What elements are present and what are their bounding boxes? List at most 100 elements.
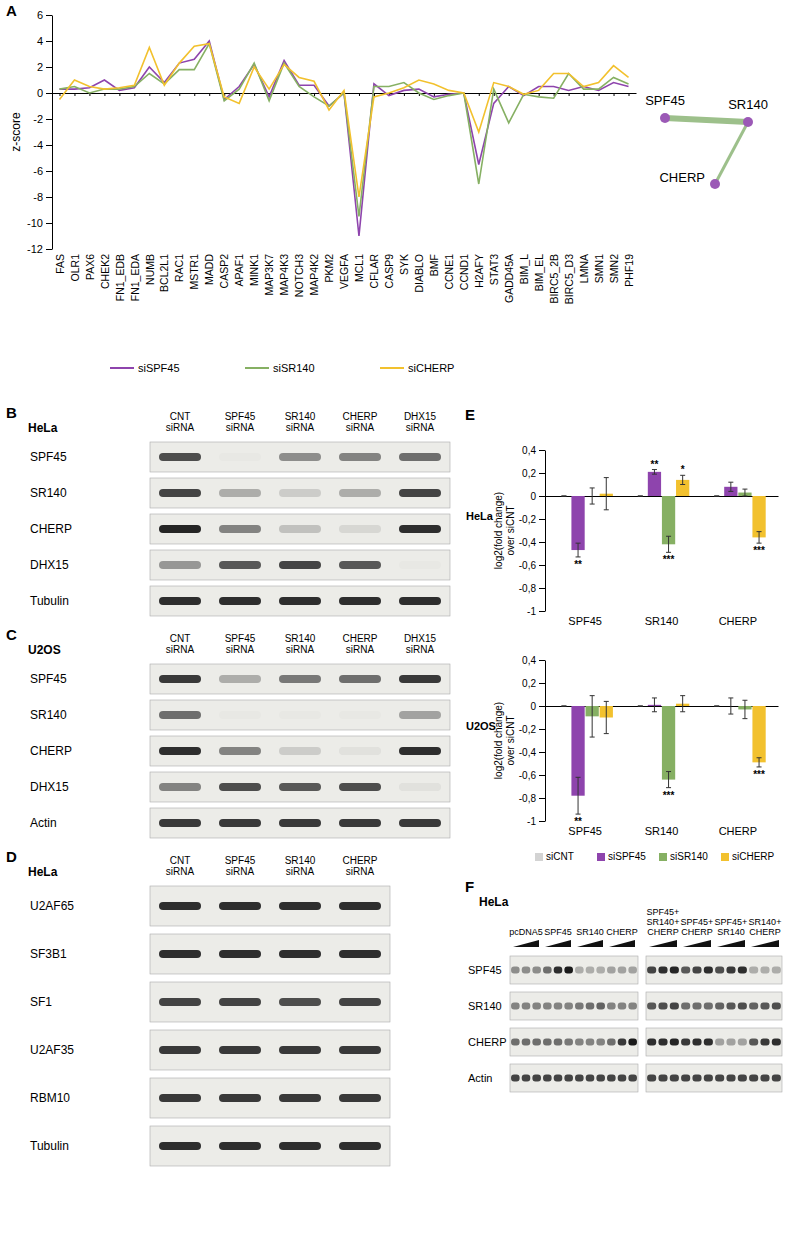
x-axis-tick-mark	[164, 93, 165, 96]
band	[575, 967, 584, 974]
band	[543, 1075, 552, 1082]
x-axis-tick-label: SMN2	[608, 254, 620, 283]
band	[399, 525, 441, 533]
wedge	[513, 940, 539, 947]
y-axis-tick-mark	[539, 565, 545, 566]
network: SPF45SR140CHERP	[645, 93, 768, 189]
significance: ***	[753, 769, 765, 780]
error-bar	[680, 696, 685, 712]
x-axis-tick-mark	[479, 93, 480, 96]
y-axis-tick-mark	[46, 223, 52, 224]
error-bar-cap	[590, 487, 595, 488]
band	[339, 675, 381, 683]
blot-strip	[646, 1028, 782, 1056]
band	[628, 967, 637, 974]
y-axis-tick-mark	[46, 171, 52, 172]
error-bar	[728, 698, 733, 714]
legend-swatch	[380, 367, 404, 369]
band	[339, 561, 381, 569]
band	[219, 819, 261, 827]
series: siCNT	[561, 706, 719, 707]
cell-line: HeLa	[28, 865, 58, 879]
x-axis-tick: SPF45	[568, 496, 602, 627]
bar	[648, 472, 661, 496]
x-axis-tick: CASP2	[218, 93, 230, 288]
x-axis-tick-mark	[104, 93, 105, 96]
x-axis-tick: CCNE1	[443, 93, 455, 290]
y-axis-title: z-score	[9, 112, 23, 152]
band	[219, 902, 261, 910]
node-label: SPF45	[645, 93, 685, 108]
y-axis-tick-label: -10	[27, 217, 43, 229]
wedge	[609, 940, 635, 947]
x-axis: SPF45SR140CHERP	[546, 496, 779, 627]
bar-chart: -1-0,8-0,6-0,4-0,200,20,4SPF45SR140CHERP…	[466, 655, 779, 862]
error-bar	[728, 482, 733, 491]
x-axis-tick-mark	[509, 93, 510, 96]
row-label: SF3B1	[30, 947, 67, 961]
lane-header: siRNA	[226, 422, 255, 433]
network-node	[743, 117, 753, 127]
band	[564, 967, 573, 974]
band	[219, 453, 261, 461]
band	[339, 819, 381, 827]
error-bar-cap	[604, 701, 609, 702]
error-bar-cap	[561, 496, 566, 497]
significance: ***	[753, 545, 765, 556]
x-axis-tick-mark	[359, 93, 360, 96]
band	[575, 1075, 584, 1082]
row-label: SR140	[468, 1000, 502, 1012]
error-bar	[561, 706, 566, 707]
error-bar-stem	[744, 489, 745, 496]
band	[586, 1003, 595, 1010]
series: siCNT	[561, 496, 719, 497]
blot-strip	[510, 956, 638, 984]
band	[532, 1003, 541, 1010]
x-axis-tick-label: PKM2	[323, 254, 335, 283]
x-axis-tick-label: NUMB	[144, 254, 156, 285]
x-axis-tick: FN1_EDA	[129, 93, 141, 301]
cell-line: HeLa	[479, 895, 509, 909]
y-axis-tick-label: 6	[37, 9, 43, 21]
error-bar	[604, 478, 609, 510]
x-axis-tick: FN1_EDB	[114, 93, 126, 301]
error-bar-cap	[590, 737, 595, 738]
band	[760, 1075, 769, 1082]
lane-header: siRNA	[166, 422, 195, 433]
lane-header: siRNA	[166, 644, 195, 655]
x-axis-tick-label: BCL2L1	[158, 254, 170, 292]
error-bar	[590, 488, 595, 504]
row-label: Actin	[30, 816, 57, 830]
lane-header: CNT	[170, 855, 191, 866]
error-bar	[652, 470, 657, 475]
band	[339, 783, 381, 791]
legend-label: siSR140	[670, 851, 708, 862]
band	[532, 1039, 541, 1046]
y-axis-tick: -0,4	[519, 747, 545, 758]
band	[704, 1039, 713, 1046]
band	[399, 819, 441, 827]
y-axis-tick: 2	[37, 61, 52, 73]
bar	[662, 706, 675, 780]
blot-strip	[510, 992, 638, 1020]
significance: **	[651, 459, 659, 470]
x-axis-tick: SMN2	[608, 93, 620, 283]
panel-label: C	[6, 626, 17, 643]
blot-strip	[510, 1064, 638, 1092]
row-label: SR140	[30, 486, 67, 500]
wedge	[751, 940, 779, 947]
y-axis-line	[545, 451, 546, 612]
band	[738, 1039, 747, 1046]
x-axis-tick: PKM2	[323, 93, 335, 283]
y-axis: -12-10-8-6-4-20246	[27, 9, 52, 255]
x-axis-tick-mark	[239, 93, 240, 96]
band	[738, 967, 747, 974]
y-axis-tick: -0,4	[519, 537, 545, 548]
band	[596, 1075, 605, 1082]
x-axis-tick-label: BIM_EL	[533, 254, 545, 292]
band	[554, 967, 563, 974]
band	[554, 1039, 563, 1046]
y-axis-tick: -0,6	[519, 560, 545, 571]
band	[532, 1075, 541, 1082]
series: siSR140	[586, 696, 752, 788]
